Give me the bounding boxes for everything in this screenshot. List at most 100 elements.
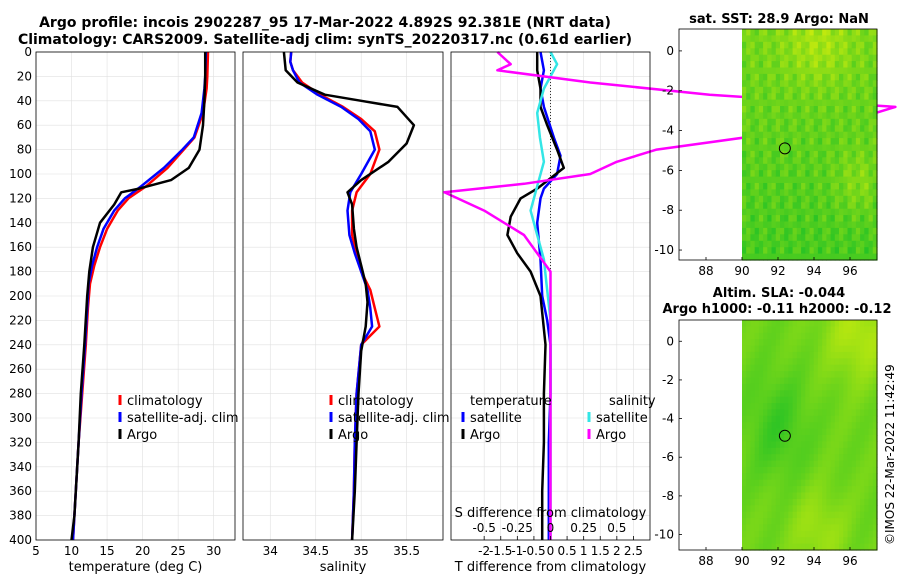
map-cell	[847, 505, 853, 513]
map-cell	[750, 543, 756, 551]
map-cell	[864, 157, 870, 165]
map-cell	[767, 189, 773, 197]
map-cell	[746, 460, 751, 468]
map-cell	[784, 67, 789, 75]
map-cell	[813, 208, 819, 216]
map-cell	[788, 383, 794, 391]
map-cell	[864, 234, 870, 242]
map-cell	[839, 486, 844, 494]
map-cell	[754, 183, 760, 190]
map-cell	[817, 99, 823, 107]
map-cell	[860, 106, 865, 113]
map-cell	[813, 511, 819, 519]
map-cell	[792, 537, 798, 545]
map-cell	[805, 320, 811, 327]
map-cell	[792, 240, 798, 248]
map-cell	[830, 492, 836, 500]
map-cell	[775, 498, 781, 506]
map-cell	[847, 524, 853, 532]
map-cell	[830, 106, 836, 113]
map-cell	[843, 332, 849, 340]
map-cell	[868, 202, 874, 210]
map-cell	[805, 106, 811, 113]
map-cell	[822, 234, 827, 242]
map-cell	[758, 422, 764, 430]
map-cell	[864, 112, 870, 120]
map-cell	[868, 447, 874, 455]
map-cell	[750, 441, 756, 449]
map-cell	[826, 460, 832, 468]
map-cell	[767, 409, 773, 417]
map-cell	[771, 163, 777, 171]
map-cell	[775, 511, 781, 519]
map-cell	[758, 221, 764, 229]
map-cell	[792, 518, 798, 526]
figure-title-line-2: Climatology: CARS2009. Satellite-adj cli…	[17, 32, 633, 48]
map-cell	[830, 99, 836, 107]
map-cell	[784, 371, 789, 379]
map-cell	[851, 479, 857, 487]
map-cell	[817, 518, 823, 526]
map-cell	[855, 415, 861, 423]
map-cell	[763, 466, 768, 474]
map-cell	[847, 435, 853, 442]
map-cell	[860, 170, 865, 178]
map-cell	[784, 473, 789, 481]
map-cell	[809, 492, 815, 500]
map-cell	[805, 176, 811, 184]
map-cell	[855, 403, 861, 411]
map-cell	[754, 409, 760, 417]
map-cell	[750, 409, 756, 417]
map-cell	[750, 67, 756, 75]
map-cell	[775, 61, 781, 69]
map-cell	[805, 29, 811, 36]
map-cell	[834, 428, 840, 436]
map-cell	[822, 221, 827, 229]
map-cell	[746, 518, 751, 526]
map-cell	[855, 428, 861, 436]
map-cell	[754, 371, 760, 379]
map-cell	[851, 48, 857, 56]
map-cell	[830, 144, 836, 152]
sst-map-ytick-label: -10	[654, 243, 674, 257]
map-cell	[830, 240, 836, 248]
map-cell	[830, 383, 836, 391]
map-cell	[855, 86, 861, 94]
diff-xlabel: T difference from climatology	[454, 560, 647, 575]
map-cell	[754, 221, 760, 229]
map-cell	[763, 479, 768, 487]
map-cell	[872, 170, 878, 178]
map-cell	[851, 247, 857, 255]
map-cell	[817, 530, 823, 538]
map-cell	[834, 377, 840, 385]
map-cell	[796, 86, 802, 94]
map-cell	[754, 54, 760, 62]
map-cell	[758, 112, 764, 120]
map-cell	[830, 54, 836, 62]
map-cell	[809, 486, 815, 494]
map-cell	[750, 351, 756, 359]
map-cell	[801, 492, 806, 500]
map-cell	[767, 403, 773, 411]
map-cell	[826, 189, 832, 197]
map-cell	[809, 358, 815, 366]
map-cell	[872, 73, 878, 81]
map-cell	[742, 215, 747, 223]
map-cell	[775, 447, 781, 455]
map-cell	[813, 466, 819, 474]
map-cell	[860, 86, 865, 94]
map-cell	[860, 473, 865, 481]
map-cell	[847, 415, 853, 423]
sla-argo-position-marker	[778, 429, 791, 442]
map-cell	[758, 157, 764, 165]
map-cell	[834, 326, 840, 334]
map-cell	[775, 93, 781, 101]
map-cell	[839, 80, 844, 88]
map-cell	[851, 460, 857, 468]
map-cell	[758, 86, 764, 94]
map-cell	[742, 351, 747, 359]
map-cell	[771, 422, 777, 430]
map-cell	[784, 247, 789, 255]
map-cell	[864, 511, 870, 519]
depth-tick-label: 280	[9, 387, 32, 401]
